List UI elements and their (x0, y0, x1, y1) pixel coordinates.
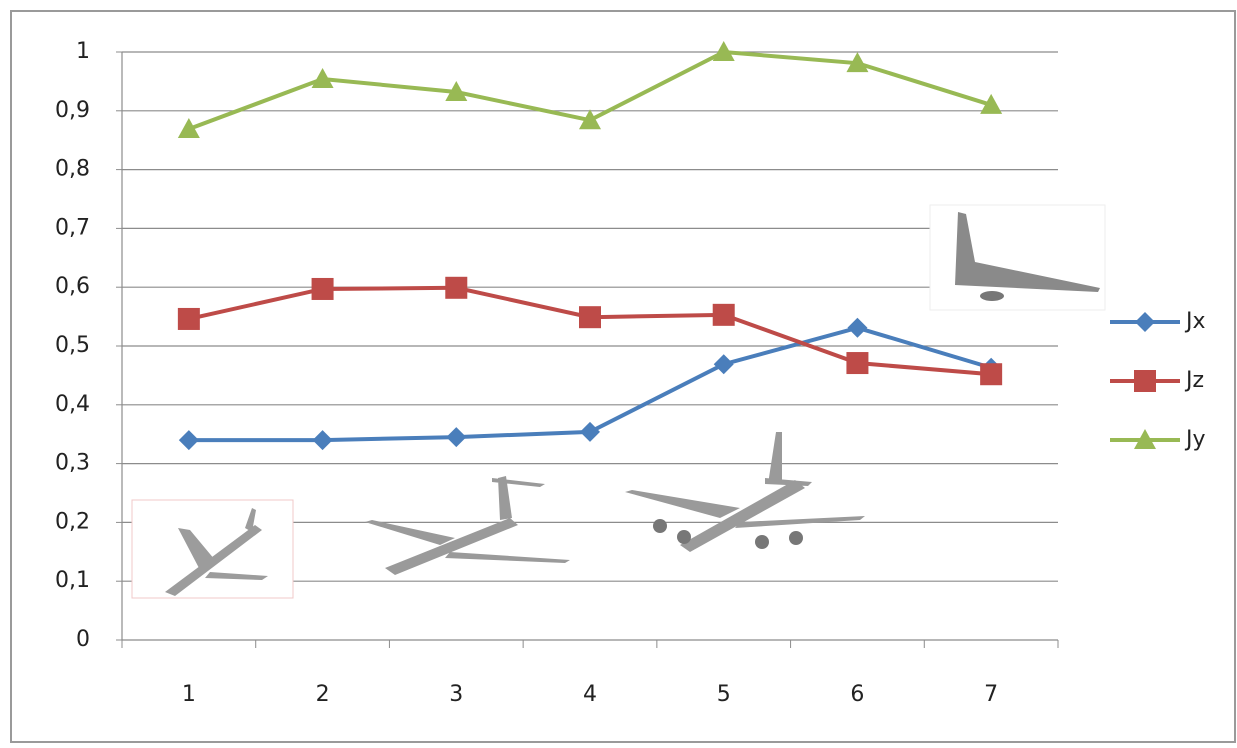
engine (789, 531, 803, 545)
data-point (579, 306, 601, 329)
data-point (980, 363, 1003, 386)
data-point (580, 421, 600, 442)
data-point (446, 427, 467, 448)
legend-marker (1134, 429, 1156, 449)
y-tick-label: 0,4 (55, 392, 90, 417)
data-point (846, 52, 869, 73)
data-point (847, 317, 868, 338)
legend-label: Jx (1184, 309, 1206, 334)
data-point (713, 354, 734, 375)
data-point (177, 307, 200, 330)
data-point (846, 352, 869, 375)
y-tick-label: 0,6 (55, 274, 90, 299)
x-tick-label: 4 (583, 682, 597, 707)
y-tick-label: 0,7 (55, 215, 90, 240)
x-tick-label: 2 (316, 682, 330, 707)
engine (980, 291, 1004, 301)
data-point (712, 303, 735, 326)
x-tick-label: 3 (449, 682, 463, 707)
y-tick-label: 0,8 (55, 157, 90, 182)
y-tick-label: 0,1 (55, 568, 90, 593)
y-tick-label: 0 (76, 627, 90, 652)
legend-entry: Jy (1110, 427, 1206, 452)
legend-entry: Jx (1110, 309, 1206, 334)
legend-marker (1135, 312, 1155, 332)
data-point (312, 430, 333, 451)
y-tick-label: 0,5 (55, 333, 90, 358)
data-point (579, 109, 601, 130)
y-tick-label: 0,3 (55, 451, 90, 476)
illustration (131, 499, 294, 599)
y-tick-label: 1 (76, 39, 90, 64)
aircraft-illustrations (131, 204, 1106, 599)
aircraft (625, 432, 865, 552)
engine (653, 519, 667, 533)
engine (677, 530, 691, 544)
x-tick-label: 7 (984, 682, 998, 707)
x-tick-label: 6 (850, 682, 864, 707)
y-tick-label: 0,2 (55, 509, 90, 534)
y-tick-label: 0,9 (55, 98, 90, 123)
chart-frame (10, 10, 1236, 743)
data-point (311, 277, 334, 300)
data-point (178, 430, 199, 451)
data-point (311, 68, 334, 89)
aircraft (365, 476, 570, 575)
data-point (445, 276, 468, 299)
legend-label: Jz (1184, 368, 1204, 393)
legend-entry: Jz (1110, 368, 1204, 393)
data-point (177, 118, 200, 139)
data-point (445, 80, 468, 101)
x-tick-label: 1 (182, 682, 196, 707)
x-tick-label: 5 (717, 682, 731, 707)
engine (755, 535, 769, 549)
data-point (980, 93, 1003, 114)
legend-label: Jy (1184, 427, 1206, 452)
aircraft (955, 212, 1100, 292)
data-point (712, 41, 735, 61)
aircraft (165, 508, 268, 596)
legend-marker (1134, 370, 1156, 392)
